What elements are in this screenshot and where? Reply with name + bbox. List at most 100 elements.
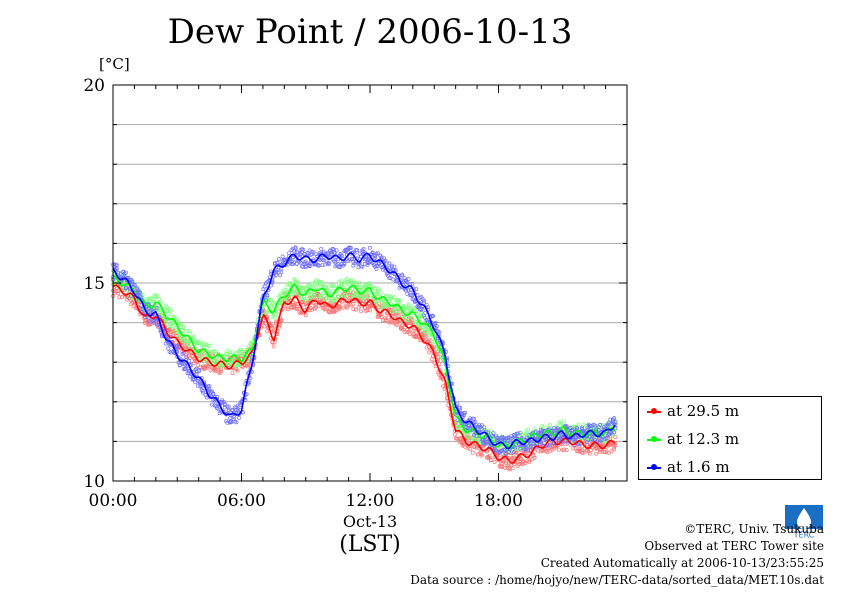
data-point	[395, 309, 399, 314]
data-point	[587, 451, 592, 456]
data-point	[590, 436, 595, 441]
data-point	[455, 401, 460, 406]
data-point	[303, 298, 308, 303]
data-point	[343, 292, 348, 297]
data-point	[197, 369, 202, 373]
data-point	[213, 349, 218, 353]
data-point	[226, 409, 231, 413]
data-point	[374, 264, 379, 269]
data-point	[145, 307, 150, 312]
data-point	[326, 260, 331, 265]
data-point	[242, 348, 247, 352]
data-point	[209, 402, 214, 407]
legend-label: at 1.6 m	[667, 458, 730, 476]
legend: at 29.5 m at 12.3 m at 1.6 m	[638, 396, 822, 480]
data-point	[236, 415, 241, 420]
data-point	[518, 430, 523, 435]
data-point	[225, 420, 230, 425]
data-point	[368, 245, 372, 250]
data-point	[479, 426, 484, 431]
data-point	[271, 344, 276, 349]
data-point	[429, 357, 434, 362]
data-point	[174, 340, 178, 345]
data-point	[265, 309, 270, 314]
data-point	[332, 298, 336, 303]
data-point	[531, 443, 536, 448]
data-point	[339, 299, 344, 304]
data-point	[147, 318, 151, 323]
data-point	[547, 423, 552, 427]
data-point	[356, 305, 361, 310]
data-point	[154, 295, 159, 300]
data-point	[612, 416, 617, 421]
data-point	[298, 260, 303, 265]
data-point	[310, 262, 315, 267]
x-tick-label: 18:00	[474, 491, 523, 511]
data-point	[207, 343, 212, 348]
data-point	[431, 313, 435, 318]
data-point	[158, 299, 163, 304]
data-point	[400, 273, 405, 278]
data-point	[599, 438, 604, 443]
data-point	[384, 293, 389, 298]
data-point	[604, 436, 609, 441]
series-lines	[112, 252, 616, 464]
data-point	[188, 330, 193, 335]
data-point	[166, 346, 171, 351]
data-point	[329, 250, 334, 255]
data-point	[319, 293, 324, 298]
data-point	[452, 432, 457, 437]
data-point	[236, 362, 241, 367]
data-point	[361, 247, 366, 252]
data-point	[609, 449, 614, 454]
data-point	[344, 305, 349, 310]
legend-item-29-5m: at 29.5 m	[647, 401, 739, 421]
data-point	[181, 351, 186, 355]
data-point	[222, 401, 227, 406]
data-point	[383, 303, 388, 308]
data-point	[513, 458, 518, 463]
data-point	[200, 390, 205, 395]
data-point	[265, 293, 270, 298]
data-point	[437, 362, 442, 366]
legend-label: at 12.3 m	[667, 430, 740, 448]
data-point	[197, 367, 202, 372]
data-point	[189, 363, 194, 368]
data-point	[308, 295, 313, 300]
data-point	[384, 261, 389, 266]
data-point	[337, 264, 342, 269]
data-point	[192, 335, 196, 340]
data-point	[301, 265, 306, 269]
data-point	[175, 317, 180, 322]
data-point	[181, 326, 186, 330]
data-point	[275, 260, 280, 265]
chart-title: Dew Point / 2006-10-13	[167, 12, 573, 52]
data-point	[402, 330, 407, 335]
data-point	[493, 448, 498, 453]
data-point	[502, 465, 507, 470]
data-point	[301, 247, 306, 252]
data-point	[473, 420, 478, 424]
x-axis-label: (LST)	[339, 532, 401, 557]
data-point	[168, 308, 173, 313]
data-point	[397, 298, 402, 303]
data-point	[294, 261, 299, 266]
data-point	[301, 285, 306, 290]
data-point	[351, 290, 356, 295]
data-point	[324, 307, 329, 312]
data-point	[184, 329, 189, 334]
data-point	[404, 305, 408, 310]
data-point	[409, 293, 414, 298]
data-point	[281, 257, 286, 262]
data-point	[279, 270, 284, 275]
data-point	[422, 298, 426, 303]
data-point	[576, 422, 581, 427]
data-point	[316, 285, 321, 289]
data-point	[274, 313, 279, 318]
data-point	[332, 283, 336, 288]
data-point	[515, 431, 520, 436]
data-point	[186, 358, 191, 363]
data-point	[395, 279, 399, 284]
data-point	[247, 363, 252, 367]
